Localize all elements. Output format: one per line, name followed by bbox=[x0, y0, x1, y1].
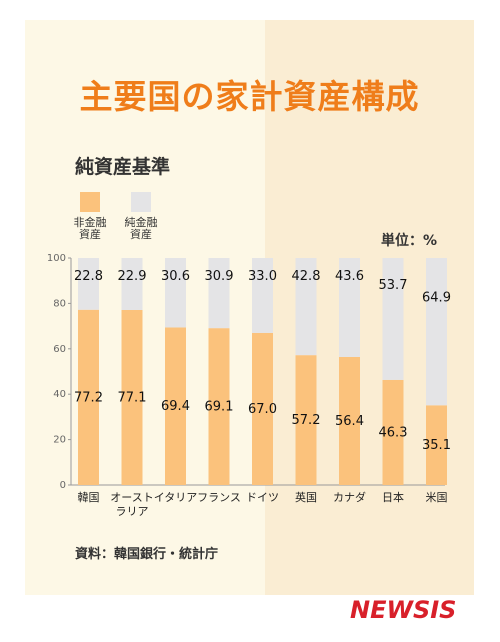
bar-nonfinancial bbox=[121, 309, 143, 485]
bar-financial bbox=[78, 258, 99, 310]
value-label-nonfinancial: 46.3 bbox=[379, 425, 408, 440]
y-tick-label: 20 bbox=[53, 435, 66, 446]
bar-nonfinancial bbox=[295, 355, 317, 485]
bar-nonfinancial bbox=[426, 405, 447, 485]
y-tick-label: 60 bbox=[53, 344, 66, 355]
x-category-label: オースト bbox=[110, 491, 153, 504]
value-label-nonfinancial: 77.1 bbox=[118, 390, 147, 405]
value-label-nonfinancial: 69.1 bbox=[205, 400, 234, 415]
x-category-label: カナダ bbox=[333, 490, 366, 504]
bar-nonfinancial bbox=[165, 327, 186, 485]
legend-label-financial-line1: 純金融 bbox=[124, 216, 158, 229]
legend-label-financial-line2: 資産 bbox=[130, 228, 152, 241]
chart-title: 主要国の家計資産構成 bbox=[79, 77, 420, 116]
source-note: 資料：韓国銀行・統計庁 bbox=[75, 547, 219, 562]
y-tick-label: 40 bbox=[53, 389, 66, 400]
legend-label-financial: 純金融 資産 bbox=[116, 217, 166, 241]
value-label-financial: 30.6 bbox=[161, 269, 190, 284]
x-category-label: 日本 bbox=[382, 490, 404, 504]
bar-financial bbox=[295, 258, 317, 356]
bar-financial bbox=[382, 258, 404, 380]
value-label-financial: 22.8 bbox=[74, 269, 103, 284]
x-category-label: フランス bbox=[197, 491, 241, 504]
x-category-label-line2: ラリア bbox=[116, 505, 149, 518]
x-category-label: 米国 bbox=[426, 491, 448, 504]
x-category-label: 英国 bbox=[295, 490, 317, 504]
unit-label: 単位：% bbox=[381, 233, 438, 249]
chart-subtitle: 純資産基準 bbox=[75, 156, 171, 178]
value-label-nonfinancial: 69.4 bbox=[161, 399, 190, 414]
value-label-financial: 42.8 bbox=[292, 269, 321, 284]
bar-financial bbox=[426, 258, 447, 406]
y-tick-label: 80 bbox=[53, 298, 66, 309]
value-label-financial: 30.9 bbox=[205, 269, 234, 284]
bar-nonfinancial bbox=[382, 379, 404, 485]
x-category-label: 韓国 bbox=[78, 491, 100, 504]
bar-nonfinancial bbox=[252, 332, 273, 485]
value-label-nonfinancial: 77.2 bbox=[74, 390, 103, 405]
value-label-financial: 33.0 bbox=[248, 269, 277, 284]
value-label-nonfinancial: 35.1 bbox=[422, 438, 451, 453]
legend-label-nonfinancial: 非金融 資産 bbox=[65, 217, 115, 241]
bar-financial bbox=[165, 258, 186, 328]
y-tick-label: 0 bbox=[60, 480, 66, 491]
legend-swatch-financial bbox=[131, 192, 151, 212]
bar-financial bbox=[121, 258, 143, 310]
value-label-nonfinancial: 56.4 bbox=[335, 414, 364, 429]
y-tick-label: 100 bbox=[47, 253, 66, 264]
value-label-financial: 53.7 bbox=[379, 278, 408, 293]
value-label-financial: 64.9 bbox=[422, 291, 451, 306]
x-category-label: ドイツ bbox=[246, 491, 279, 504]
newsis-logo: NEWSIS bbox=[350, 596, 457, 624]
value-label-nonfinancial: 67.0 bbox=[248, 402, 277, 417]
bar-financial bbox=[339, 258, 360, 357]
x-category-label: イタリア bbox=[154, 491, 198, 504]
legend-label-nonfinancial-line1: 非金融 bbox=[73, 216, 107, 229]
legend-swatch-nonfinancial bbox=[80, 192, 100, 212]
value-label-financial: 22.9 bbox=[118, 269, 147, 284]
bar-nonfinancial bbox=[208, 328, 230, 485]
bar-financial bbox=[252, 258, 273, 333]
bar-nonfinancial bbox=[339, 356, 360, 485]
value-label-financial: 43.6 bbox=[335, 269, 364, 284]
bar-financial bbox=[208, 258, 230, 329]
value-label-nonfinancial: 57.2 bbox=[292, 413, 321, 428]
bar-nonfinancial bbox=[78, 309, 99, 485]
legend-label-nonfinancial-line2: 資産 bbox=[79, 228, 101, 241]
